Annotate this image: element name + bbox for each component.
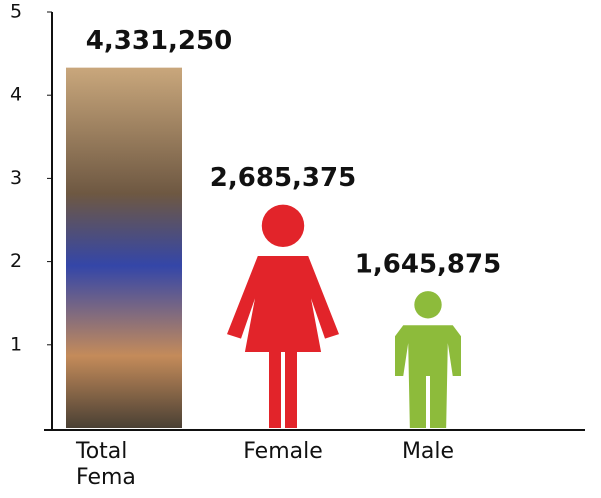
female-icon: [227, 204, 339, 428]
photo-bar: [66, 67, 182, 428]
y-tick-label: 1: [10, 333, 22, 355]
value-label: 2,685,375: [210, 163, 356, 193]
x-tick-label: Male: [402, 439, 454, 464]
y-tick-label: 4: [10, 84, 22, 106]
value-label: 1,645,875: [355, 250, 501, 280]
y-tick-label: 5: [10, 1, 22, 23]
y-tick-label: 3: [10, 167, 22, 189]
x-tick-label: Female: [243, 439, 323, 464]
value-label: 4,331,250: [86, 26, 232, 56]
male-icon: [395, 291, 461, 428]
y-tick-label: 2: [10, 250, 22, 272]
x-tick-label: Total Fema: [75, 439, 136, 490]
